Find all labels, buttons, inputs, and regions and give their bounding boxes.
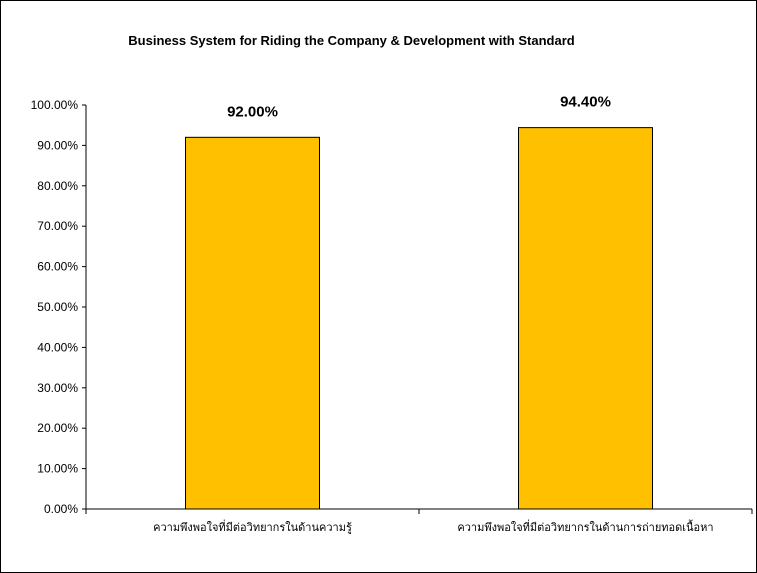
y-tick-label: 20.00% (37, 421, 78, 435)
chart-title: Business System for Riding the Company &… (128, 33, 575, 48)
y-tick-label: 90.00% (37, 138, 78, 152)
y-tick-label: 40.00% (37, 340, 78, 354)
y-tick-label: 70.00% (37, 219, 78, 233)
y-tick-label: 30.00% (37, 381, 78, 395)
y-tick-label: 50.00% (37, 300, 78, 314)
data-label: 94.40% (560, 94, 611, 111)
data-label: 92.00% (227, 103, 278, 120)
y-tick-label: 60.00% (37, 260, 78, 274)
x-tick-label: ความพึงพอใจที่มีต่อวิทยากรในด้านความรู้ (153, 519, 352, 534)
y-tick-label: 100.00% (31, 98, 79, 112)
bar (185, 136, 320, 510)
labels: 92.00% ความพึงพอใจที่มีต่อวิทยากรในด้านคว… (153, 94, 713, 534)
y-tick-label: 80.00% (37, 179, 78, 193)
bars (185, 127, 653, 510)
y-tick-label: 10.00% (37, 462, 78, 476)
bar (518, 127, 653, 510)
axes: 0.00% 10.00% 20.00% 30.00% 40.00% 50.00% 60.00… (31, 98, 753, 516)
x-tick-label: ความพึงพอใจที่มีต่อวิทยากรในด้านการถ่ายท… (457, 519, 713, 534)
y-tick-label: 0.00% (44, 502, 78, 516)
